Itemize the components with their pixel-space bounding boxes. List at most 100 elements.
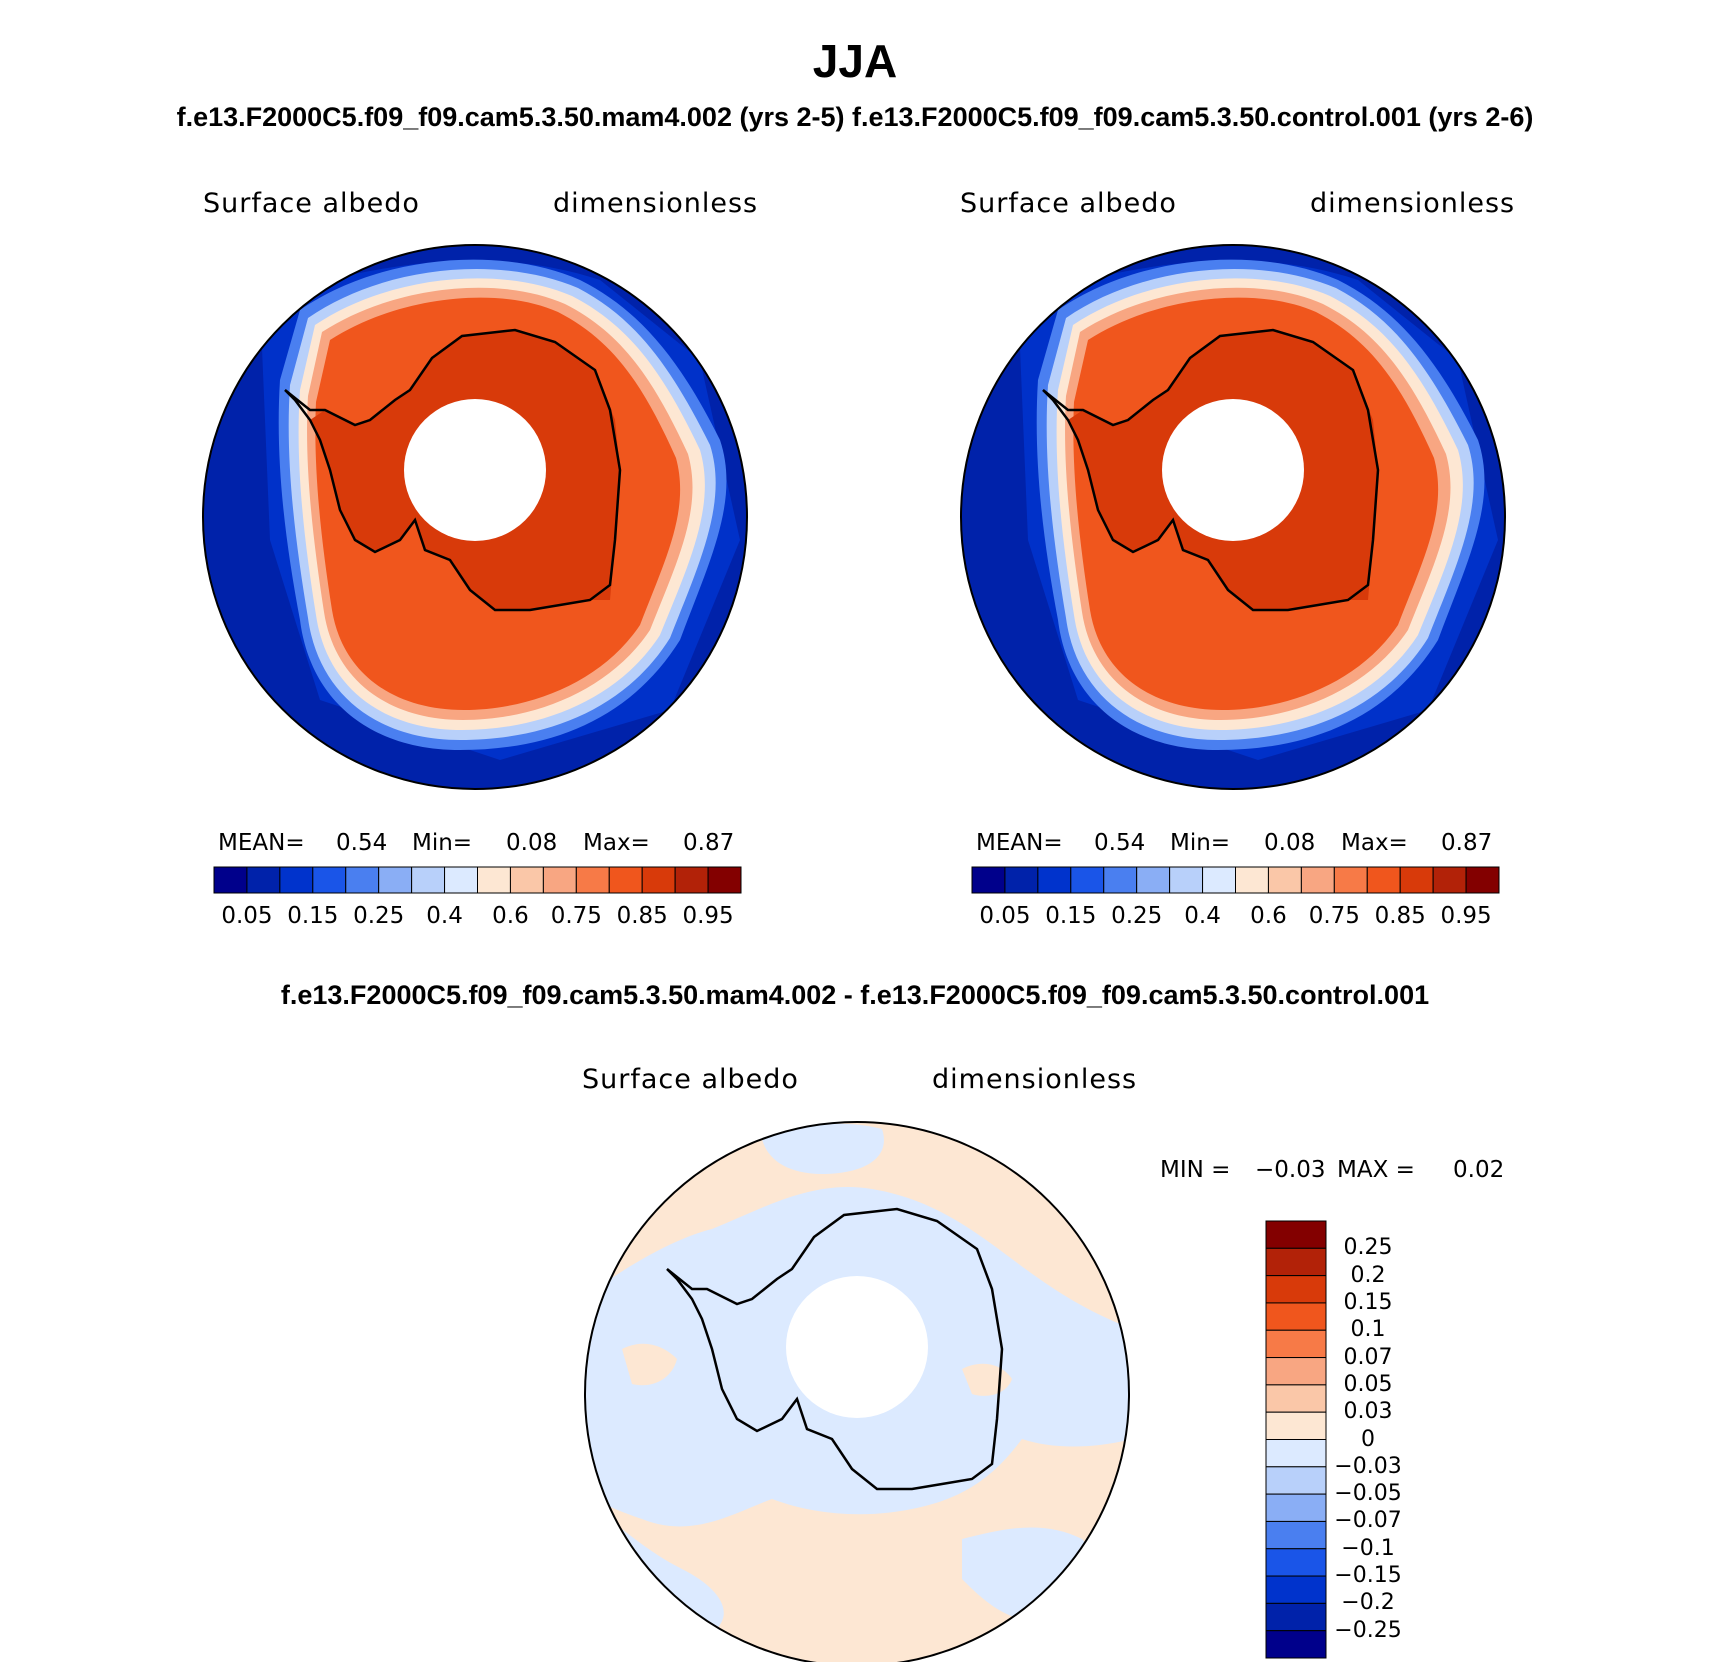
colorbar-swatch: [1265, 1575, 1327, 1604]
panel2-mean-label: MEAN=: [976, 830, 1063, 856]
panel1-min-value: 0.08: [506, 830, 558, 856]
colorbar-swatch: [971, 866, 1006, 894]
colorbar-swatch: [1265, 1520, 1327, 1550]
albedo-difference-map: [584, 1121, 1130, 1662]
colorbar-swatch: [1202, 866, 1236, 894]
colorbar-tick-label: 0.95: [1440, 903, 1492, 929]
colorbar-swatch: [1265, 1220, 1327, 1249]
colorbar-tick-label: 0.75: [550, 903, 602, 929]
colorbar-swatch: [1465, 866, 1500, 894]
colorbar-swatch: [1169, 866, 1204, 894]
diff-max-label: MAX =: [1337, 1157, 1415, 1183]
colorbar-swatch: [509, 866, 544, 894]
colorbar-swatch: [1399, 866, 1434, 894]
colorbar-swatch: [575, 866, 610, 894]
colorbar-swatch: [542, 866, 577, 894]
colorbar-tick-label: 0.15: [287, 903, 339, 929]
panel2-variable-label: Surface albedo: [960, 188, 1177, 219]
colorbar-swatch: [1265, 1384, 1327, 1413]
colorbar-swatch: [1037, 866, 1072, 894]
panel2-units-label: dimensionless: [1310, 188, 1516, 219]
colorbar-tick-label: 0.05: [979, 903, 1031, 929]
colorbar-swatch: [345, 866, 380, 894]
colorbar-tick-label: −0.15: [1334, 1563, 1402, 1589]
colorbar-tick-label: 0.05: [221, 903, 273, 929]
panel2-max-label: Max=: [1341, 830, 1408, 856]
colorbar-tick-label: 0: [1361, 1426, 1375, 1452]
colorbar-tick-label: 0.07: [1343, 1344, 1393, 1370]
colorbar-tick-label: 0.2: [1350, 1262, 1386, 1288]
colorbar-swatch: [312, 866, 347, 894]
difference-colorbar: [1265, 1220, 1327, 1659]
colorbar-tick-label: 0.25: [1111, 903, 1163, 929]
colorbar-tick-label: 0.6: [492, 903, 529, 929]
colorbar-tick-label: −0.25: [1334, 1617, 1402, 1643]
colorbar-swatch: [477, 866, 511, 894]
colorbar-tick-label: −0.07: [1334, 1508, 1402, 1534]
colorbar-swatch: [1265, 1548, 1327, 1577]
colorbar-swatch: [1265, 1302, 1327, 1331]
colorbar-swatch: [1070, 866, 1105, 894]
colorbar-swatch: [246, 866, 281, 894]
panel1-mean-label: MEAN=: [218, 830, 305, 856]
colorbar-swatch: [213, 866, 248, 894]
colorbar-swatch: [1432, 866, 1467, 894]
colorbar-swatch: [1265, 1275, 1327, 1304]
colorbar-tick-label: 0.03: [1343, 1399, 1393, 1425]
colorbar-tick-label: 0.4: [426, 903, 463, 929]
albedo-colorbar-1: [213, 866, 742, 894]
colorbar-tick-label: 0.05: [1343, 1371, 1393, 1397]
difference-header: f.e13.F2000C5.f09_f09.cam5.3.50.mam4.002…: [280, 980, 1430, 1010]
colorbar-swatch: [1265, 1247, 1327, 1277]
albedo-map-control: [960, 244, 1506, 790]
case-header: f.e13.F2000C5.f09_f09.cam5.3.50.mam4.002…: [176, 102, 1534, 132]
colorbar-swatch: [279, 866, 314, 894]
panel2-max-value: 0.87: [1441, 830, 1493, 856]
albedo-colorbar-2: [971, 866, 1500, 894]
colorbar-tick-label: 0.15: [1343, 1289, 1393, 1315]
panel1-variable-label: Surface albedo: [203, 188, 420, 219]
panel2-mean-value: 0.54: [1094, 830, 1146, 856]
colorbar-tick-label: 0.85: [1374, 903, 1426, 929]
panel2-min-value: 0.08: [1264, 830, 1316, 856]
colorbar-swatch: [641, 866, 676, 894]
panel1-min-label: Min=: [412, 830, 473, 856]
panel2-min-label: Min=: [1170, 830, 1231, 856]
panel1-mean-value: 0.54: [336, 830, 388, 856]
colorbar-swatch: [1265, 1329, 1327, 1359]
colorbar-swatch: [1103, 866, 1138, 894]
diff-min-value: −0.03: [1255, 1157, 1326, 1183]
colorbar-tick-label: −0.2: [1341, 1590, 1395, 1616]
colorbar-tick-label: −0.03: [1334, 1453, 1402, 1479]
colorbar-swatch: [411, 866, 446, 894]
colorbar-swatch: [444, 866, 478, 894]
page-title: JJA: [812, 35, 898, 87]
colorbar-tick-label: 0.25: [1343, 1235, 1393, 1261]
colorbar-swatch: [608, 866, 643, 894]
colorbar-swatch: [1265, 1602, 1327, 1632]
colorbar-tick-label: −0.1: [1341, 1535, 1395, 1561]
colorbar-swatch: [1333, 866, 1368, 894]
albedo-map-mam4: [202, 244, 748, 790]
colorbar-swatch: [1265, 1630, 1327, 1659]
colorbar-tick-label: 0.85: [616, 903, 668, 929]
colorbar-tick-label: 0.4: [1184, 903, 1221, 929]
colorbar-swatch: [674, 866, 709, 894]
colorbar-tick-label: −0.05: [1334, 1481, 1402, 1507]
diff-variable-label: Surface albedo: [582, 1064, 799, 1095]
colorbar-tick-label: 0.1: [1350, 1317, 1386, 1343]
colorbar-swatch: [1366, 866, 1401, 894]
colorbar-tick-label: 0.75: [1308, 903, 1360, 929]
panel1-units-label: dimensionless: [553, 188, 759, 219]
colorbar-tick-label: 0.25: [353, 903, 405, 929]
colorbar-swatch: [378, 866, 413, 894]
colorbar-swatch: [1265, 1357, 1327, 1386]
colorbar-swatch: [1004, 866, 1039, 894]
panel1-max-value: 0.87: [683, 830, 735, 856]
colorbar-swatch: [707, 866, 742, 894]
colorbar-tick-label: 0.15: [1045, 903, 1097, 929]
colorbar-tick-label: 0.6: [1250, 903, 1287, 929]
panel1-max-label: Max=: [583, 830, 650, 856]
colorbar-tick-label: 0.95: [682, 903, 734, 929]
colorbar-swatch: [1235, 866, 1269, 894]
